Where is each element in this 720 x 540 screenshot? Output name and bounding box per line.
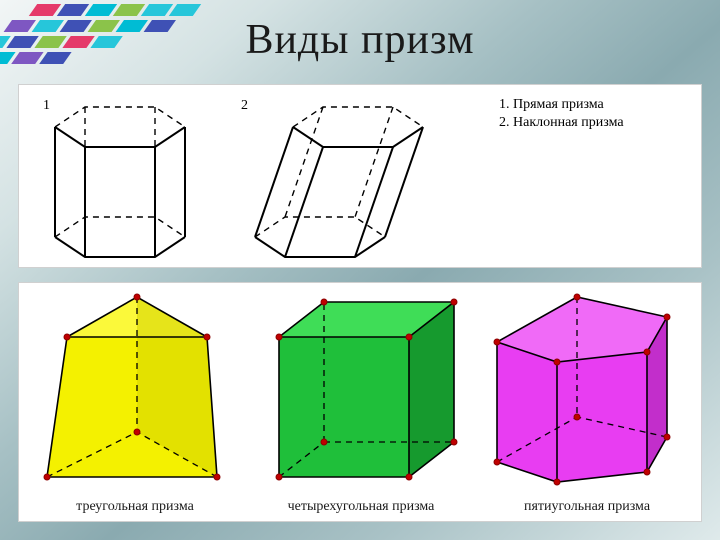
caption-quadrilateral: четырехугольная призма [251,499,471,515]
fig2-label: 2 [241,98,248,113]
colored-prisms [27,287,695,497]
legend: Прямая призма Наклонная призма [489,97,624,133]
legend-item-1: Прямая призма [513,97,624,113]
bottom-panel: треугольная призма четырехугольная призм… [18,282,702,522]
top-panel: 1 [18,84,702,268]
caption-triangular: треугольная призма [25,499,245,515]
caption-pentagonal: пятиугольная призма [477,499,697,515]
triangular-prism [44,294,220,480]
page-title: Виды призм [0,16,720,64]
slide: Виды призм 1 [0,0,720,540]
hex-prisms-diagram: 1 [25,89,465,265]
pentagonal-prism [494,294,670,485]
fig1-label: 1 [43,98,50,113]
quadrilateral-prism [276,299,457,480]
legend-item-2: Наклонная призма [513,115,624,131]
